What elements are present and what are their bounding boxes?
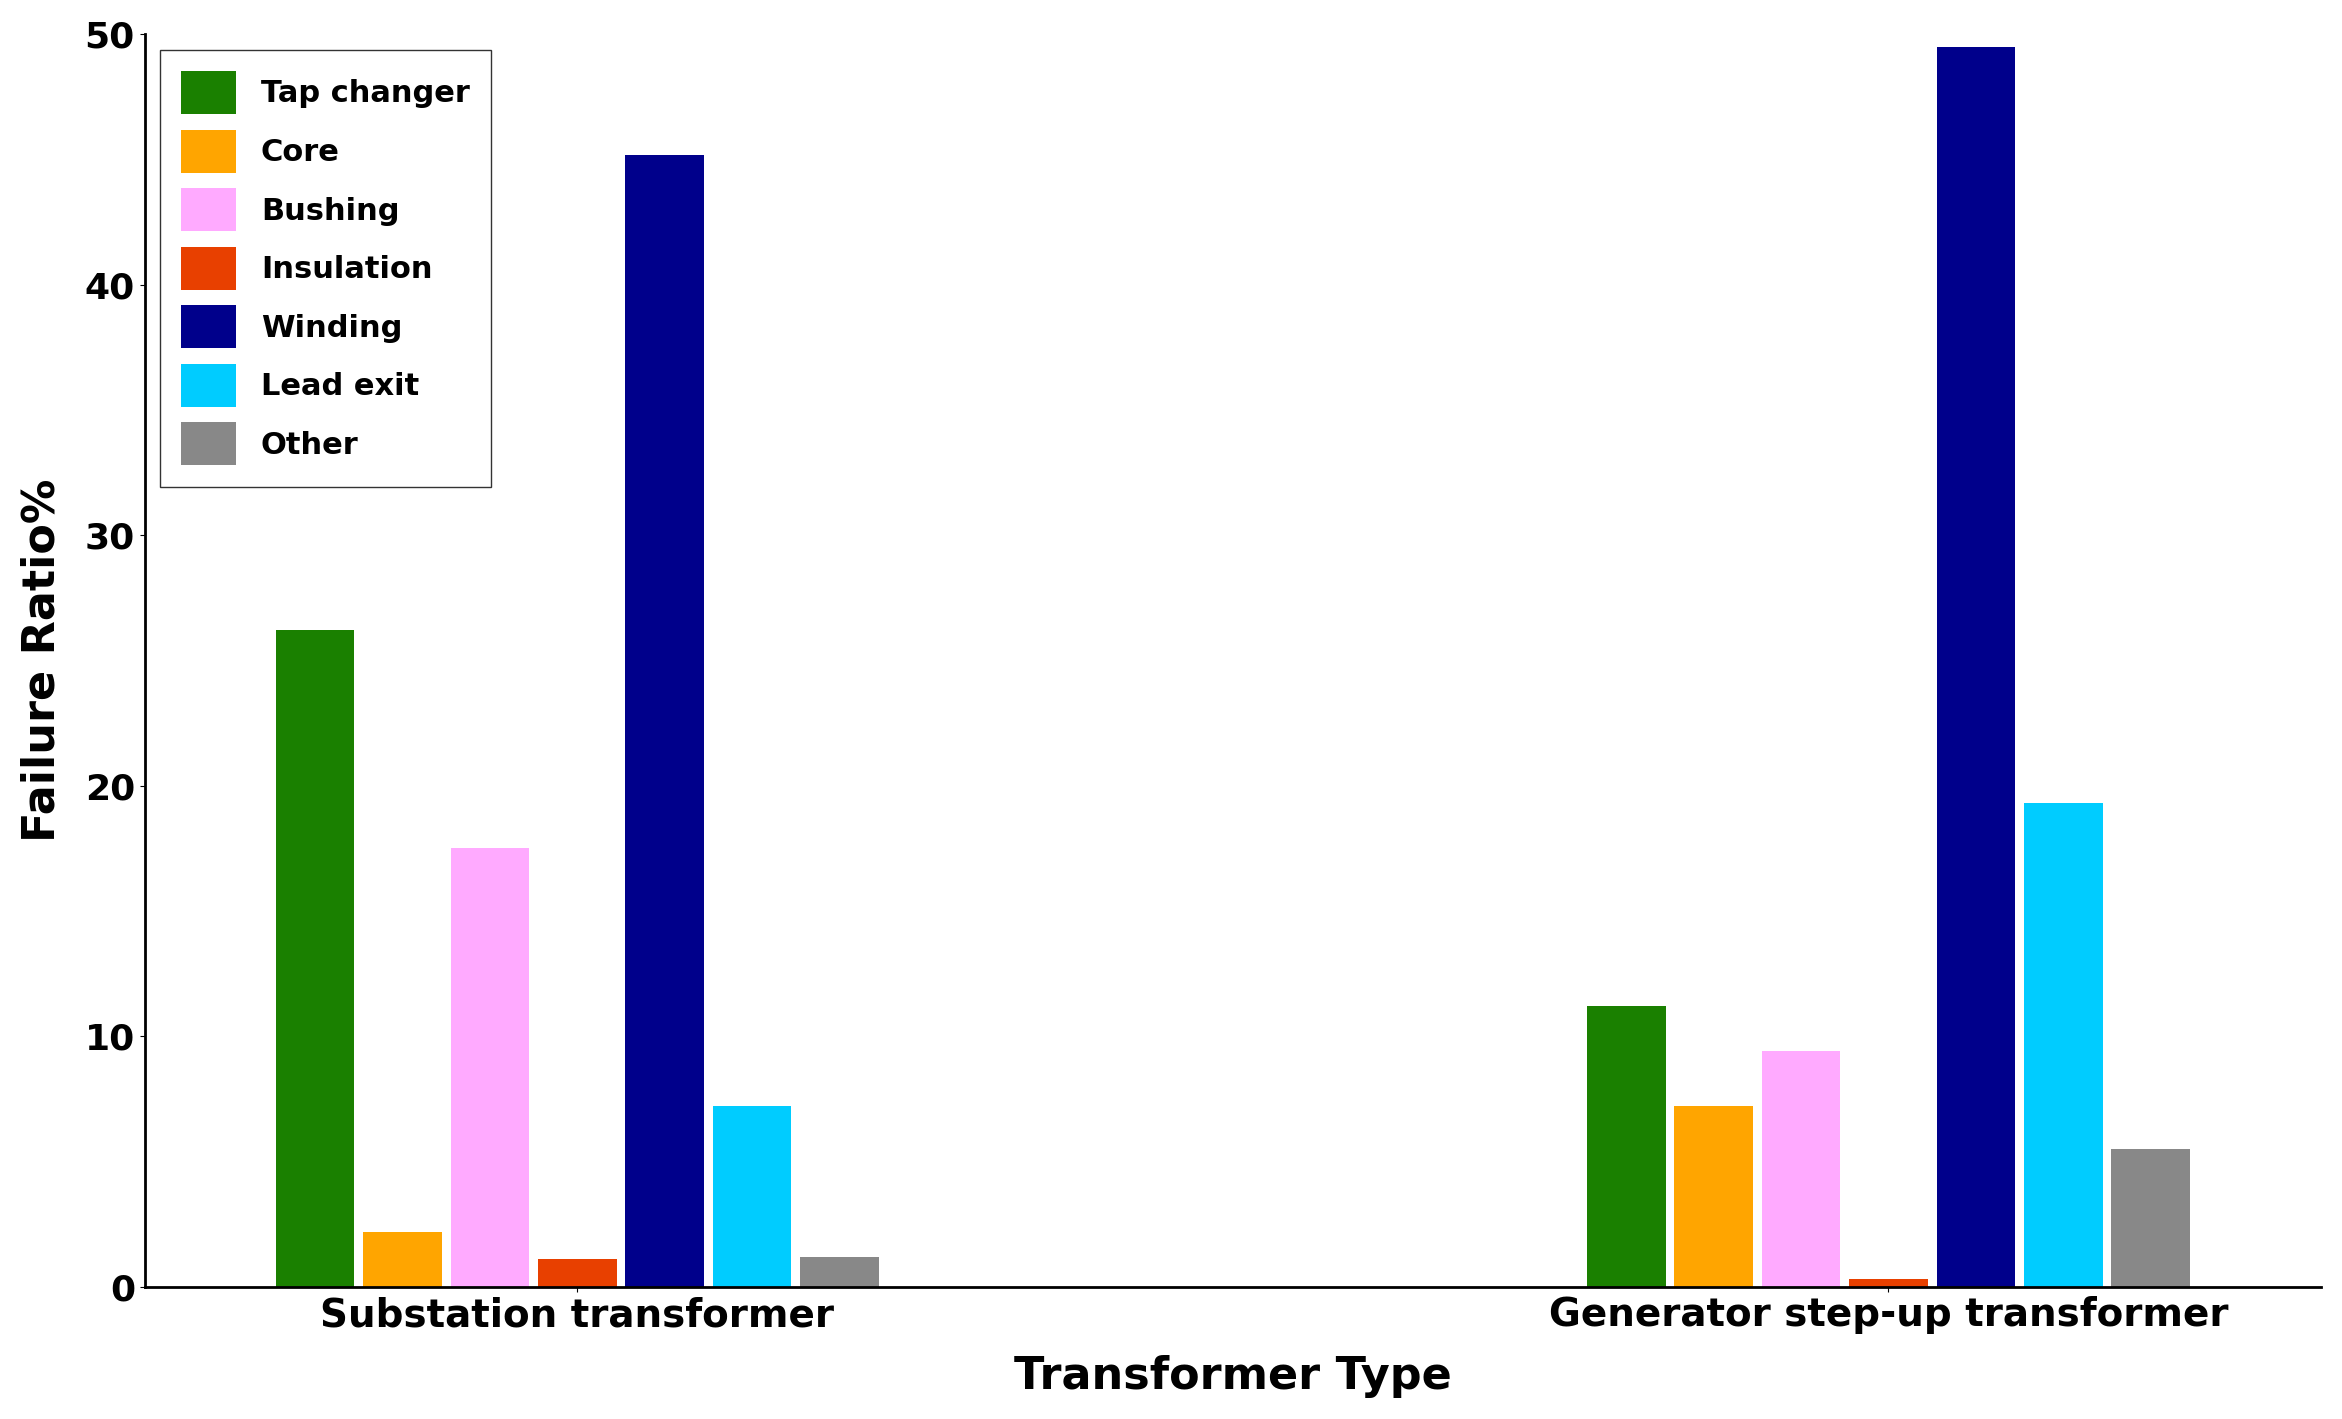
Bar — [539, 1259, 616, 1287]
Bar — [625, 155, 705, 1287]
Legend: Tap changer, Core, Bushing, Insulation, Winding, Lead exit, Other: Tap changer, Core, Bushing, Insulation, … — [159, 50, 492, 487]
Bar — [1937, 47, 2014, 1287]
Bar — [1850, 1279, 1927, 1287]
Y-axis label: Failure Ratio%: Failure Ratio% — [21, 478, 63, 841]
Bar — [276, 630, 354, 1287]
Bar — [363, 1232, 443, 1287]
Bar — [801, 1257, 878, 1287]
Bar — [712, 1107, 792, 1287]
Bar — [1588, 1006, 1665, 1287]
Bar — [1761, 1051, 1841, 1287]
Bar — [450, 849, 529, 1287]
Bar — [1675, 1107, 1754, 1287]
X-axis label: Transformer Type: Transformer Type — [1014, 1355, 1452, 1398]
Bar — [2023, 803, 2103, 1287]
Bar — [2112, 1149, 2190, 1287]
